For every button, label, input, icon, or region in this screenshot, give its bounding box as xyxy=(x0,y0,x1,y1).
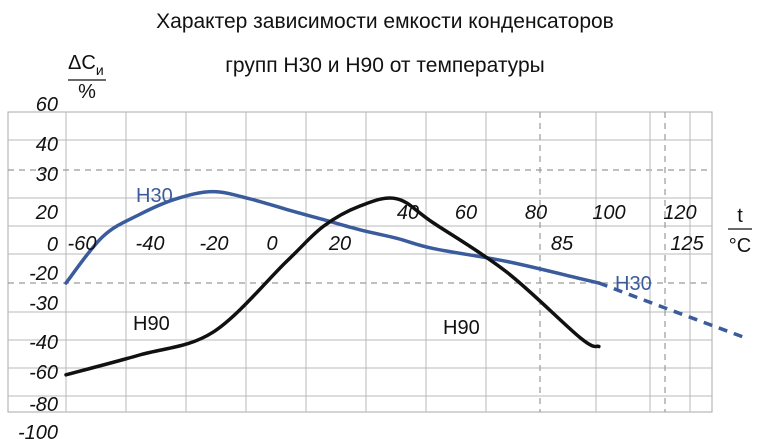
y-tick-label: -100 xyxy=(18,422,58,439)
series-labels: Н30 Н30 Н90 Н90 xyxy=(133,185,652,339)
plot-frame xyxy=(7,111,713,413)
series-label: Н30 xyxy=(615,273,652,295)
series-label: Н30 xyxy=(136,185,173,207)
x-tick-label: 40 xyxy=(397,202,419,224)
y-tick-label: 40 xyxy=(36,134,58,156)
series-layer xyxy=(64,189,747,377)
y-tick-label: -30 xyxy=(29,293,58,315)
x-tick-label: -40 xyxy=(136,233,165,255)
series-label: Н90 xyxy=(133,313,170,335)
y-tick-label: 30 xyxy=(36,164,58,186)
y-axis-label-symbol: ΔC xyxy=(68,52,96,74)
x-tick-label: 80 xyxy=(525,202,547,224)
series-label: Н90 xyxy=(443,317,480,339)
x-tick-label-extra: 85 xyxy=(551,233,574,255)
grid xyxy=(7,111,713,413)
x-tick-label: 20 xyxy=(328,233,351,255)
y-tick-label: 0 xyxy=(47,234,58,256)
chart-title: Характер зависимости емкости конденсатор… xyxy=(156,10,614,33)
series-line-2 xyxy=(64,196,601,377)
y-axis-label-numerator: ΔCи xyxy=(68,52,104,78)
x-tick-label: 0 xyxy=(266,233,277,255)
y-tick-label: 60 xyxy=(36,94,58,116)
x-tick-label: 60 xyxy=(455,202,477,224)
series-line-1 xyxy=(64,189,601,285)
x-axis-label: t °C xyxy=(728,205,752,257)
y-tick-label: 20 xyxy=(35,202,58,224)
x-tick-label: -20 xyxy=(200,233,229,255)
x-tick-label-extra: 125 xyxy=(670,233,704,255)
series-line-1-extrapolated xyxy=(598,281,747,340)
x-tick-label: -60 xyxy=(68,233,97,255)
x-axis-label-numerator: t xyxy=(737,205,743,227)
x-tick-label: 100 xyxy=(592,202,625,224)
y-tick-label: -20 xyxy=(29,263,58,285)
y-tick-label: -60 xyxy=(29,362,58,384)
chart-subtitle: групп Н30 и Н90 от температуры xyxy=(225,54,544,77)
y-axis-label-denominator: % xyxy=(78,81,96,103)
y-ticks: 60 40 30 20 0 -20 -30 -40 -60 -80 -100 xyxy=(18,94,58,439)
x-tick-label: 120 xyxy=(663,202,696,224)
y-axis-label: ΔCи % xyxy=(68,52,106,103)
y-tick-label: -40 xyxy=(29,332,58,354)
x-axis-label-denominator: °C xyxy=(729,235,751,257)
y-axis-label-subscript: и xyxy=(96,62,104,78)
y-tick-label: -80 xyxy=(29,394,58,416)
x-ticks: -60 -40 -20 0 20 40 60 80 100 120 85 125 xyxy=(68,202,705,255)
